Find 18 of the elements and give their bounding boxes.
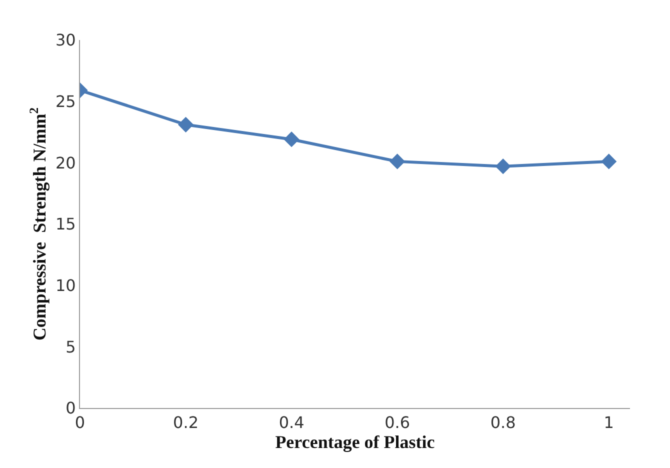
y-tick-label: 30 (55, 30, 76, 50)
y-tick-label: 5 (66, 337, 76, 356)
point (284, 132, 300, 148)
x-tick-label: 0.6 (384, 413, 410, 432)
point (601, 154, 617, 170)
x-axis-title: Percentage of Plastic (275, 432, 435, 452)
point (178, 116, 194, 132)
x-tick-label: 0.2 (173, 413, 198, 432)
y-tick-label: 20 (55, 153, 76, 172)
x-tick-label: 1 (604, 413, 614, 432)
x-tick-label: 0.4 (278, 413, 304, 432)
x-tick-label: 0.8 (490, 413, 516, 432)
point (495, 158, 511, 174)
point (390, 154, 406, 170)
y-tick-label: 25 (55, 92, 76, 111)
y-tick-label: 10 (55, 276, 76, 295)
y-tick-label: 0 (66, 398, 76, 418)
y-tick-label: 15 (55, 214, 76, 234)
